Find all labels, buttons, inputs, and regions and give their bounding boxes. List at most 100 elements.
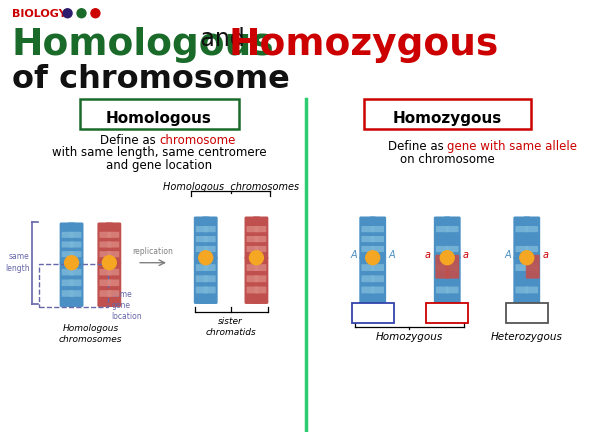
FancyBboxPatch shape	[255, 246, 266, 252]
FancyBboxPatch shape	[362, 246, 374, 252]
FancyBboxPatch shape	[99, 251, 111, 257]
FancyBboxPatch shape	[194, 216, 210, 259]
Text: Homologous: Homologous	[12, 27, 275, 63]
FancyBboxPatch shape	[446, 264, 458, 271]
Text: gene with same allele: gene with same allele	[447, 140, 577, 153]
FancyBboxPatch shape	[204, 246, 215, 252]
FancyBboxPatch shape	[371, 246, 384, 252]
FancyBboxPatch shape	[59, 223, 75, 264]
FancyBboxPatch shape	[196, 287, 207, 293]
FancyBboxPatch shape	[352, 304, 394, 323]
FancyBboxPatch shape	[107, 242, 119, 248]
FancyBboxPatch shape	[515, 264, 528, 271]
Text: Homologous: Homologous	[106, 111, 212, 126]
Text: Define as: Define as	[388, 140, 447, 153]
FancyBboxPatch shape	[80, 99, 239, 129]
FancyBboxPatch shape	[99, 232, 111, 238]
FancyBboxPatch shape	[194, 256, 210, 304]
Text: Aa: Aa	[518, 313, 536, 326]
Text: replication: replication	[133, 247, 173, 256]
FancyBboxPatch shape	[204, 275, 215, 282]
Text: a: a	[543, 250, 548, 260]
FancyBboxPatch shape	[427, 304, 468, 323]
FancyBboxPatch shape	[446, 246, 458, 252]
FancyBboxPatch shape	[436, 264, 449, 271]
FancyBboxPatch shape	[362, 264, 374, 271]
Text: of chromosome: of chromosome	[12, 64, 289, 95]
FancyBboxPatch shape	[434, 256, 450, 304]
Circle shape	[250, 251, 263, 265]
Text: a: a	[462, 250, 468, 260]
FancyBboxPatch shape	[253, 216, 268, 259]
FancyBboxPatch shape	[513, 216, 530, 259]
FancyBboxPatch shape	[105, 261, 121, 307]
Text: Define as: Define as	[100, 133, 159, 146]
Text: with same length, same centromere: with same length, same centromere	[51, 146, 266, 159]
FancyBboxPatch shape	[506, 304, 548, 323]
FancyBboxPatch shape	[525, 246, 538, 252]
FancyBboxPatch shape	[62, 251, 73, 257]
FancyBboxPatch shape	[436, 246, 449, 252]
FancyBboxPatch shape	[446, 255, 459, 278]
FancyBboxPatch shape	[446, 287, 458, 293]
Text: Homozygous: Homozygous	[229, 27, 499, 63]
FancyBboxPatch shape	[526, 255, 540, 278]
FancyBboxPatch shape	[67, 261, 83, 307]
FancyBboxPatch shape	[247, 287, 258, 293]
FancyBboxPatch shape	[99, 242, 111, 248]
FancyBboxPatch shape	[107, 269, 119, 275]
FancyBboxPatch shape	[70, 232, 81, 238]
FancyBboxPatch shape	[525, 264, 538, 271]
Circle shape	[366, 251, 379, 265]
FancyBboxPatch shape	[371, 226, 384, 232]
FancyBboxPatch shape	[62, 242, 73, 248]
Circle shape	[102, 256, 116, 270]
Text: BIOLOGY: BIOLOGY	[12, 9, 67, 19]
Text: a: a	[424, 250, 430, 260]
FancyBboxPatch shape	[62, 269, 73, 275]
FancyBboxPatch shape	[434, 216, 450, 259]
FancyBboxPatch shape	[247, 275, 258, 282]
Circle shape	[77, 9, 86, 18]
FancyBboxPatch shape	[446, 226, 458, 232]
FancyBboxPatch shape	[99, 290, 111, 297]
FancyBboxPatch shape	[362, 287, 374, 293]
FancyBboxPatch shape	[196, 275, 207, 282]
FancyBboxPatch shape	[435, 255, 449, 278]
FancyBboxPatch shape	[515, 287, 528, 293]
FancyBboxPatch shape	[255, 287, 266, 293]
FancyBboxPatch shape	[62, 280, 73, 286]
FancyBboxPatch shape	[247, 246, 258, 252]
FancyBboxPatch shape	[59, 261, 75, 307]
FancyBboxPatch shape	[523, 256, 540, 304]
FancyBboxPatch shape	[247, 226, 258, 232]
FancyBboxPatch shape	[107, 290, 119, 297]
FancyBboxPatch shape	[371, 264, 384, 271]
FancyBboxPatch shape	[513, 256, 530, 304]
Circle shape	[440, 251, 454, 265]
FancyBboxPatch shape	[369, 256, 386, 304]
FancyBboxPatch shape	[107, 280, 119, 286]
FancyBboxPatch shape	[247, 264, 258, 271]
Text: same
length: same length	[5, 252, 30, 273]
Circle shape	[91, 9, 100, 18]
FancyBboxPatch shape	[525, 287, 538, 293]
FancyBboxPatch shape	[196, 246, 207, 252]
FancyBboxPatch shape	[202, 256, 218, 304]
FancyBboxPatch shape	[97, 261, 113, 307]
FancyBboxPatch shape	[204, 264, 215, 271]
FancyBboxPatch shape	[62, 290, 73, 297]
Text: Homozygous: Homozygous	[376, 332, 443, 343]
FancyBboxPatch shape	[525, 226, 538, 232]
FancyBboxPatch shape	[371, 287, 384, 293]
FancyBboxPatch shape	[362, 236, 374, 242]
Circle shape	[199, 251, 213, 265]
FancyBboxPatch shape	[97, 223, 113, 264]
FancyBboxPatch shape	[196, 236, 207, 242]
FancyBboxPatch shape	[107, 232, 119, 238]
FancyBboxPatch shape	[515, 246, 528, 252]
Text: chromosome: chromosome	[159, 133, 236, 146]
FancyBboxPatch shape	[202, 216, 218, 259]
FancyBboxPatch shape	[70, 269, 81, 275]
FancyBboxPatch shape	[105, 223, 121, 264]
